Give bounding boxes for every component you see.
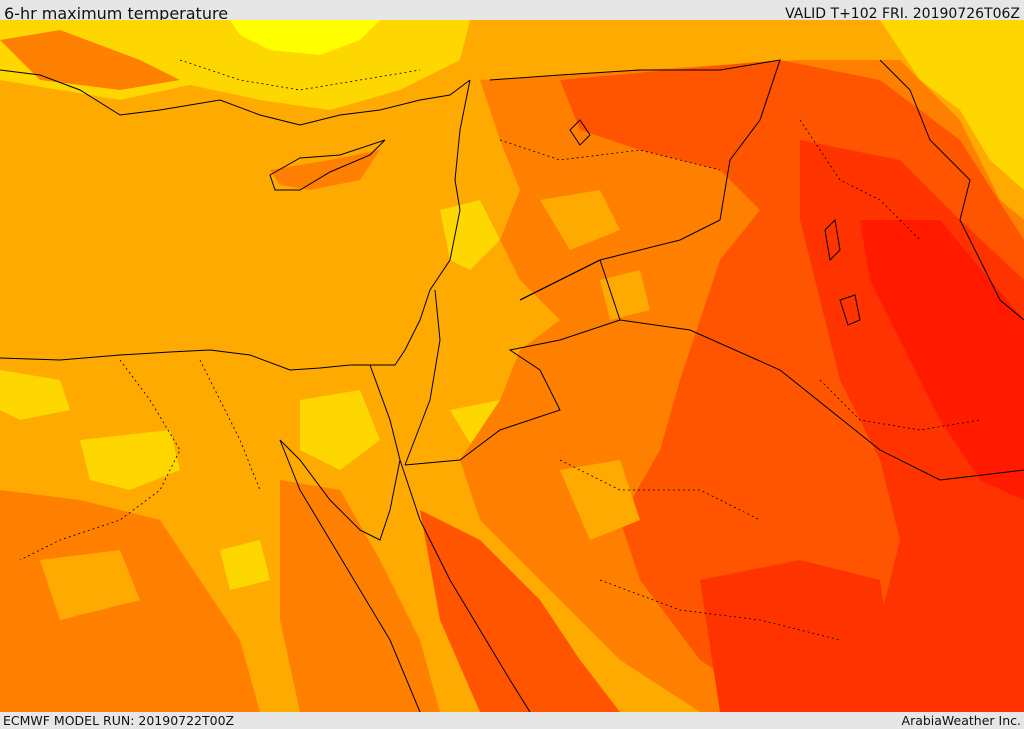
internal-boundary-6 bbox=[799, 119, 921, 241]
boundaries bbox=[0, 59, 1024, 712]
model-run-label: ECMWF MODEL RUN: 20190722T00Z bbox=[3, 713, 235, 728]
temperature-patch-1 bbox=[540, 190, 620, 250]
sinai-coastline bbox=[279, 364, 401, 541]
levant-coastline bbox=[370, 79, 471, 366]
valid-time-label: VALID T+102 FRI. 20190726T06Z bbox=[785, 6, 1020, 22]
temperature-zone-iraq-hot-red bbox=[860, 220, 1024, 500]
iraq-iran-border bbox=[879, 59, 1024, 321]
internal-boundary-7 bbox=[179, 59, 421, 91]
internal-boundary-2 bbox=[199, 359, 261, 491]
temperature-zone-saudi-dark-orange bbox=[420, 510, 620, 712]
temperature-map bbox=[0, 20, 1024, 712]
jordan-border bbox=[404, 289, 441, 466]
temperature-patch-4 bbox=[40, 550, 140, 620]
temperature-zone-coast-gold bbox=[440, 200, 500, 270]
lake-outline-2 bbox=[824, 218, 841, 262]
footer-bar bbox=[0, 712, 1024, 729]
temperature-zone-cyprus-orange bbox=[270, 150, 380, 190]
lake-outline-3 bbox=[839, 294, 861, 326]
header-bar bbox=[0, 0, 1024, 20]
cyprus-outline bbox=[269, 139, 386, 191]
temperature-zone-north-yellow bbox=[230, 20, 380, 55]
red-sea-east-coast bbox=[399, 459, 531, 712]
map-title: 6-hr maximum temperature bbox=[4, 4, 229, 23]
red-sea-west-coast bbox=[279, 439, 421, 712]
iraq-saudi-border bbox=[619, 319, 1024, 481]
temperature-patch-5 bbox=[220, 540, 270, 590]
internal-boundary-3 bbox=[499, 139, 721, 171]
internal-boundary-8 bbox=[819, 379, 981, 431]
temperature-zone-southeast-red bbox=[700, 560, 900, 712]
internal-boundary-5 bbox=[599, 579, 841, 641]
temperature-zone-sinai-gold bbox=[300, 390, 380, 470]
temperature-zone-egypt-gold bbox=[0, 370, 70, 420]
temperature-zone-ne-gold bbox=[880, 20, 1024, 190]
lake-outline bbox=[569, 119, 591, 146]
internal-boundary-1 bbox=[19, 359, 181, 561]
temperature-zone-egypt-gold-2 bbox=[80, 430, 180, 490]
jordan-saudi-border bbox=[404, 259, 621, 466]
turkey-coastline bbox=[0, 69, 471, 126]
temperature-patch-3 bbox=[560, 460, 640, 540]
credit-label: ArabiaWeather Inc. bbox=[901, 713, 1021, 728]
internal-boundaries bbox=[19, 59, 981, 641]
egypt-coastline bbox=[0, 349, 370, 371]
internal-boundary-4 bbox=[559, 459, 761, 521]
temperature-zone-turkey-orange bbox=[0, 30, 180, 90]
temperature-patch-2 bbox=[600, 270, 650, 320]
temperature-zone-redsea-orange bbox=[280, 480, 440, 712]
